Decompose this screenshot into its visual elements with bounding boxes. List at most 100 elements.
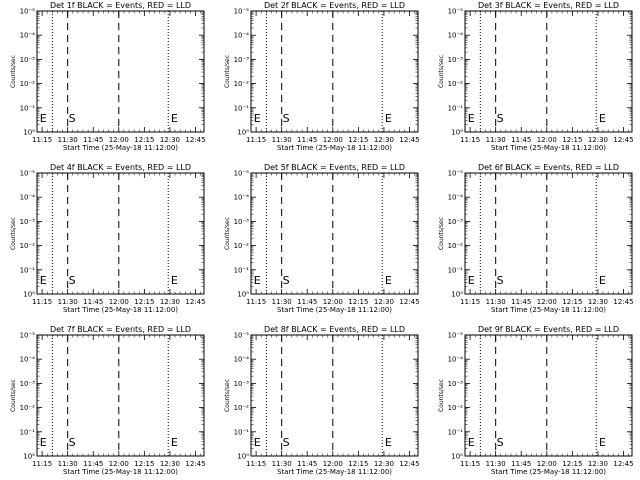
- plot-frame: [464, 334, 633, 457]
- y-tick-label: 10⁻³: [448, 56, 464, 64]
- x-tick-label: 11:15: [460, 298, 480, 306]
- panel-title: Det 6f BLACK = Events, RED = LLD: [478, 163, 619, 172]
- plot-frame: [464, 172, 633, 295]
- y-tick-label: 10⁻¹: [234, 266, 250, 274]
- plot-frame: [250, 10, 419, 133]
- y-tick-label: 10⁻⁴: [234, 356, 250, 364]
- y-tick-label: 10⁻¹: [448, 104, 464, 112]
- end-marker-label: E: [385, 274, 392, 287]
- y-tick-label: 10⁻¹: [234, 104, 250, 112]
- y-tick-label: 10⁻²: [448, 242, 464, 250]
- y-tick-label: 10⁻²: [234, 80, 250, 88]
- end-marker-label: E: [385, 112, 392, 125]
- x-tick-label: 11:45: [297, 136, 317, 144]
- y-tick-label: 10⁻¹: [448, 428, 464, 436]
- y-tick-label: 10⁻³: [448, 218, 464, 226]
- y-tick-label: 10⁰: [237, 291, 249, 299]
- x-tick-label: 11:30: [486, 460, 506, 468]
- x-tick-label: 11:30: [58, 136, 78, 144]
- end-marker-label: E: [40, 112, 47, 125]
- y-tick-label: 10⁻³: [20, 56, 36, 64]
- x-axis-label: Start Time (25-May-18 11:12:00): [491, 306, 606, 314]
- x-axis-label: Start Time (25-May-18 11:12:00): [277, 468, 392, 476]
- end-marker-label: E: [599, 274, 606, 287]
- y-tick-label: 10⁻³: [234, 56, 250, 64]
- x-tick-label: 12:30: [374, 298, 394, 306]
- x-tick-label: 12:15: [348, 136, 368, 144]
- x-tick-label: 12:15: [562, 460, 582, 468]
- x-tick-label: 11:30: [58, 460, 78, 468]
- y-tick-label: 10⁻²: [20, 80, 36, 88]
- x-tick-label: 12:00: [109, 460, 129, 468]
- y-tick-label: 10⁻²: [448, 80, 464, 88]
- x-axis-label: Start Time (25-May-18 11:12:00): [63, 306, 178, 314]
- y-tick-label: 10⁻³: [20, 218, 36, 226]
- x-tick-label: 11:30: [272, 298, 292, 306]
- x-tick-label: 12:00: [323, 136, 343, 144]
- x-tick-label: 11:15: [246, 460, 266, 468]
- y-tick-label: 10⁰: [23, 129, 35, 137]
- x-tick-label: 12:45: [613, 460, 633, 468]
- x-tick-label: 12:45: [185, 298, 205, 306]
- x-tick-label: 11:15: [246, 136, 266, 144]
- y-tick-label: 10⁻²: [448, 404, 464, 412]
- start-marker-label: S: [283, 436, 290, 449]
- y-tick-label: 10⁻⁴: [448, 32, 464, 40]
- end-marker-label: E: [468, 436, 475, 449]
- panel-title: Det 9f BLACK = Events, RED = LLD: [478, 325, 619, 334]
- end-marker-label: E: [40, 436, 47, 449]
- start-marker-label: S: [497, 436, 504, 449]
- x-tick-label: 12:30: [588, 298, 608, 306]
- x-tick-label: 11:15: [460, 460, 480, 468]
- x-axis-label: Start Time (25-May-18 11:12:00): [63, 468, 178, 476]
- y-tick-label: 10⁻⁴: [234, 194, 250, 202]
- x-tick-label: 12:15: [348, 298, 368, 306]
- x-tick-label: 11:45: [297, 298, 317, 306]
- x-tick-label: 12:00: [323, 460, 343, 468]
- x-tick-label: 11:30: [272, 136, 292, 144]
- start-marker-label: S: [497, 112, 504, 125]
- plot-frame: [464, 10, 633, 133]
- y-tick-label: 10⁻²: [234, 404, 250, 412]
- y-tick-label: 10⁻⁵: [448, 8, 464, 16]
- y-axis-label: Counts/sec: [438, 379, 445, 412]
- panel-title: Det 3f BLACK = Events, RED = LLD: [478, 1, 619, 10]
- x-tick-label: 12:00: [109, 136, 129, 144]
- x-tick-label: 11:15: [32, 460, 52, 468]
- y-tick-label: 10⁻¹: [234, 428, 250, 436]
- y-tick-label: 10⁻⁴: [20, 356, 36, 364]
- x-tick-label: 12:15: [134, 136, 154, 144]
- y-tick-label: 10⁻¹: [20, 266, 36, 274]
- x-tick-label: 11:30: [486, 136, 506, 144]
- end-marker-label: E: [254, 436, 261, 449]
- x-tick-label: 12:00: [323, 298, 343, 306]
- x-tick-label: 12:15: [134, 298, 154, 306]
- y-tick-label: 10⁻⁴: [234, 32, 250, 40]
- x-tick-label: 11:30: [272, 460, 292, 468]
- x-tick-label: 12:00: [537, 460, 557, 468]
- y-tick-label: 10⁻⁵: [234, 332, 250, 340]
- start-marker-label: S: [283, 112, 290, 125]
- plot-frame: [250, 334, 419, 457]
- y-tick-label: 10⁰: [237, 453, 249, 461]
- y-tick-label: 10⁰: [237, 129, 249, 137]
- x-tick-label: 12:00: [537, 298, 557, 306]
- end-marker-label: E: [468, 112, 475, 125]
- x-tick-label: 12:45: [613, 298, 633, 306]
- y-axis-label: Counts/sec: [438, 55, 445, 88]
- end-marker-label: E: [599, 436, 606, 449]
- y-tick-label: 10⁻⁵: [20, 170, 36, 178]
- y-tick-label: 10⁻⁵: [20, 8, 36, 16]
- x-tick-label: 12:15: [348, 460, 368, 468]
- plot-frame: [36, 10, 205, 133]
- x-tick-label: 12:45: [399, 298, 419, 306]
- x-tick-label: 12:00: [537, 136, 557, 144]
- y-tick-label: 10⁰: [23, 453, 35, 461]
- end-marker-label: E: [599, 112, 606, 125]
- end-marker-label: E: [171, 112, 178, 125]
- y-tick-label: 10⁻⁵: [448, 170, 464, 178]
- x-tick-label: 12:00: [109, 298, 129, 306]
- y-tick-label: 10⁰: [23, 291, 35, 299]
- x-tick-label: 12:45: [399, 136, 419, 144]
